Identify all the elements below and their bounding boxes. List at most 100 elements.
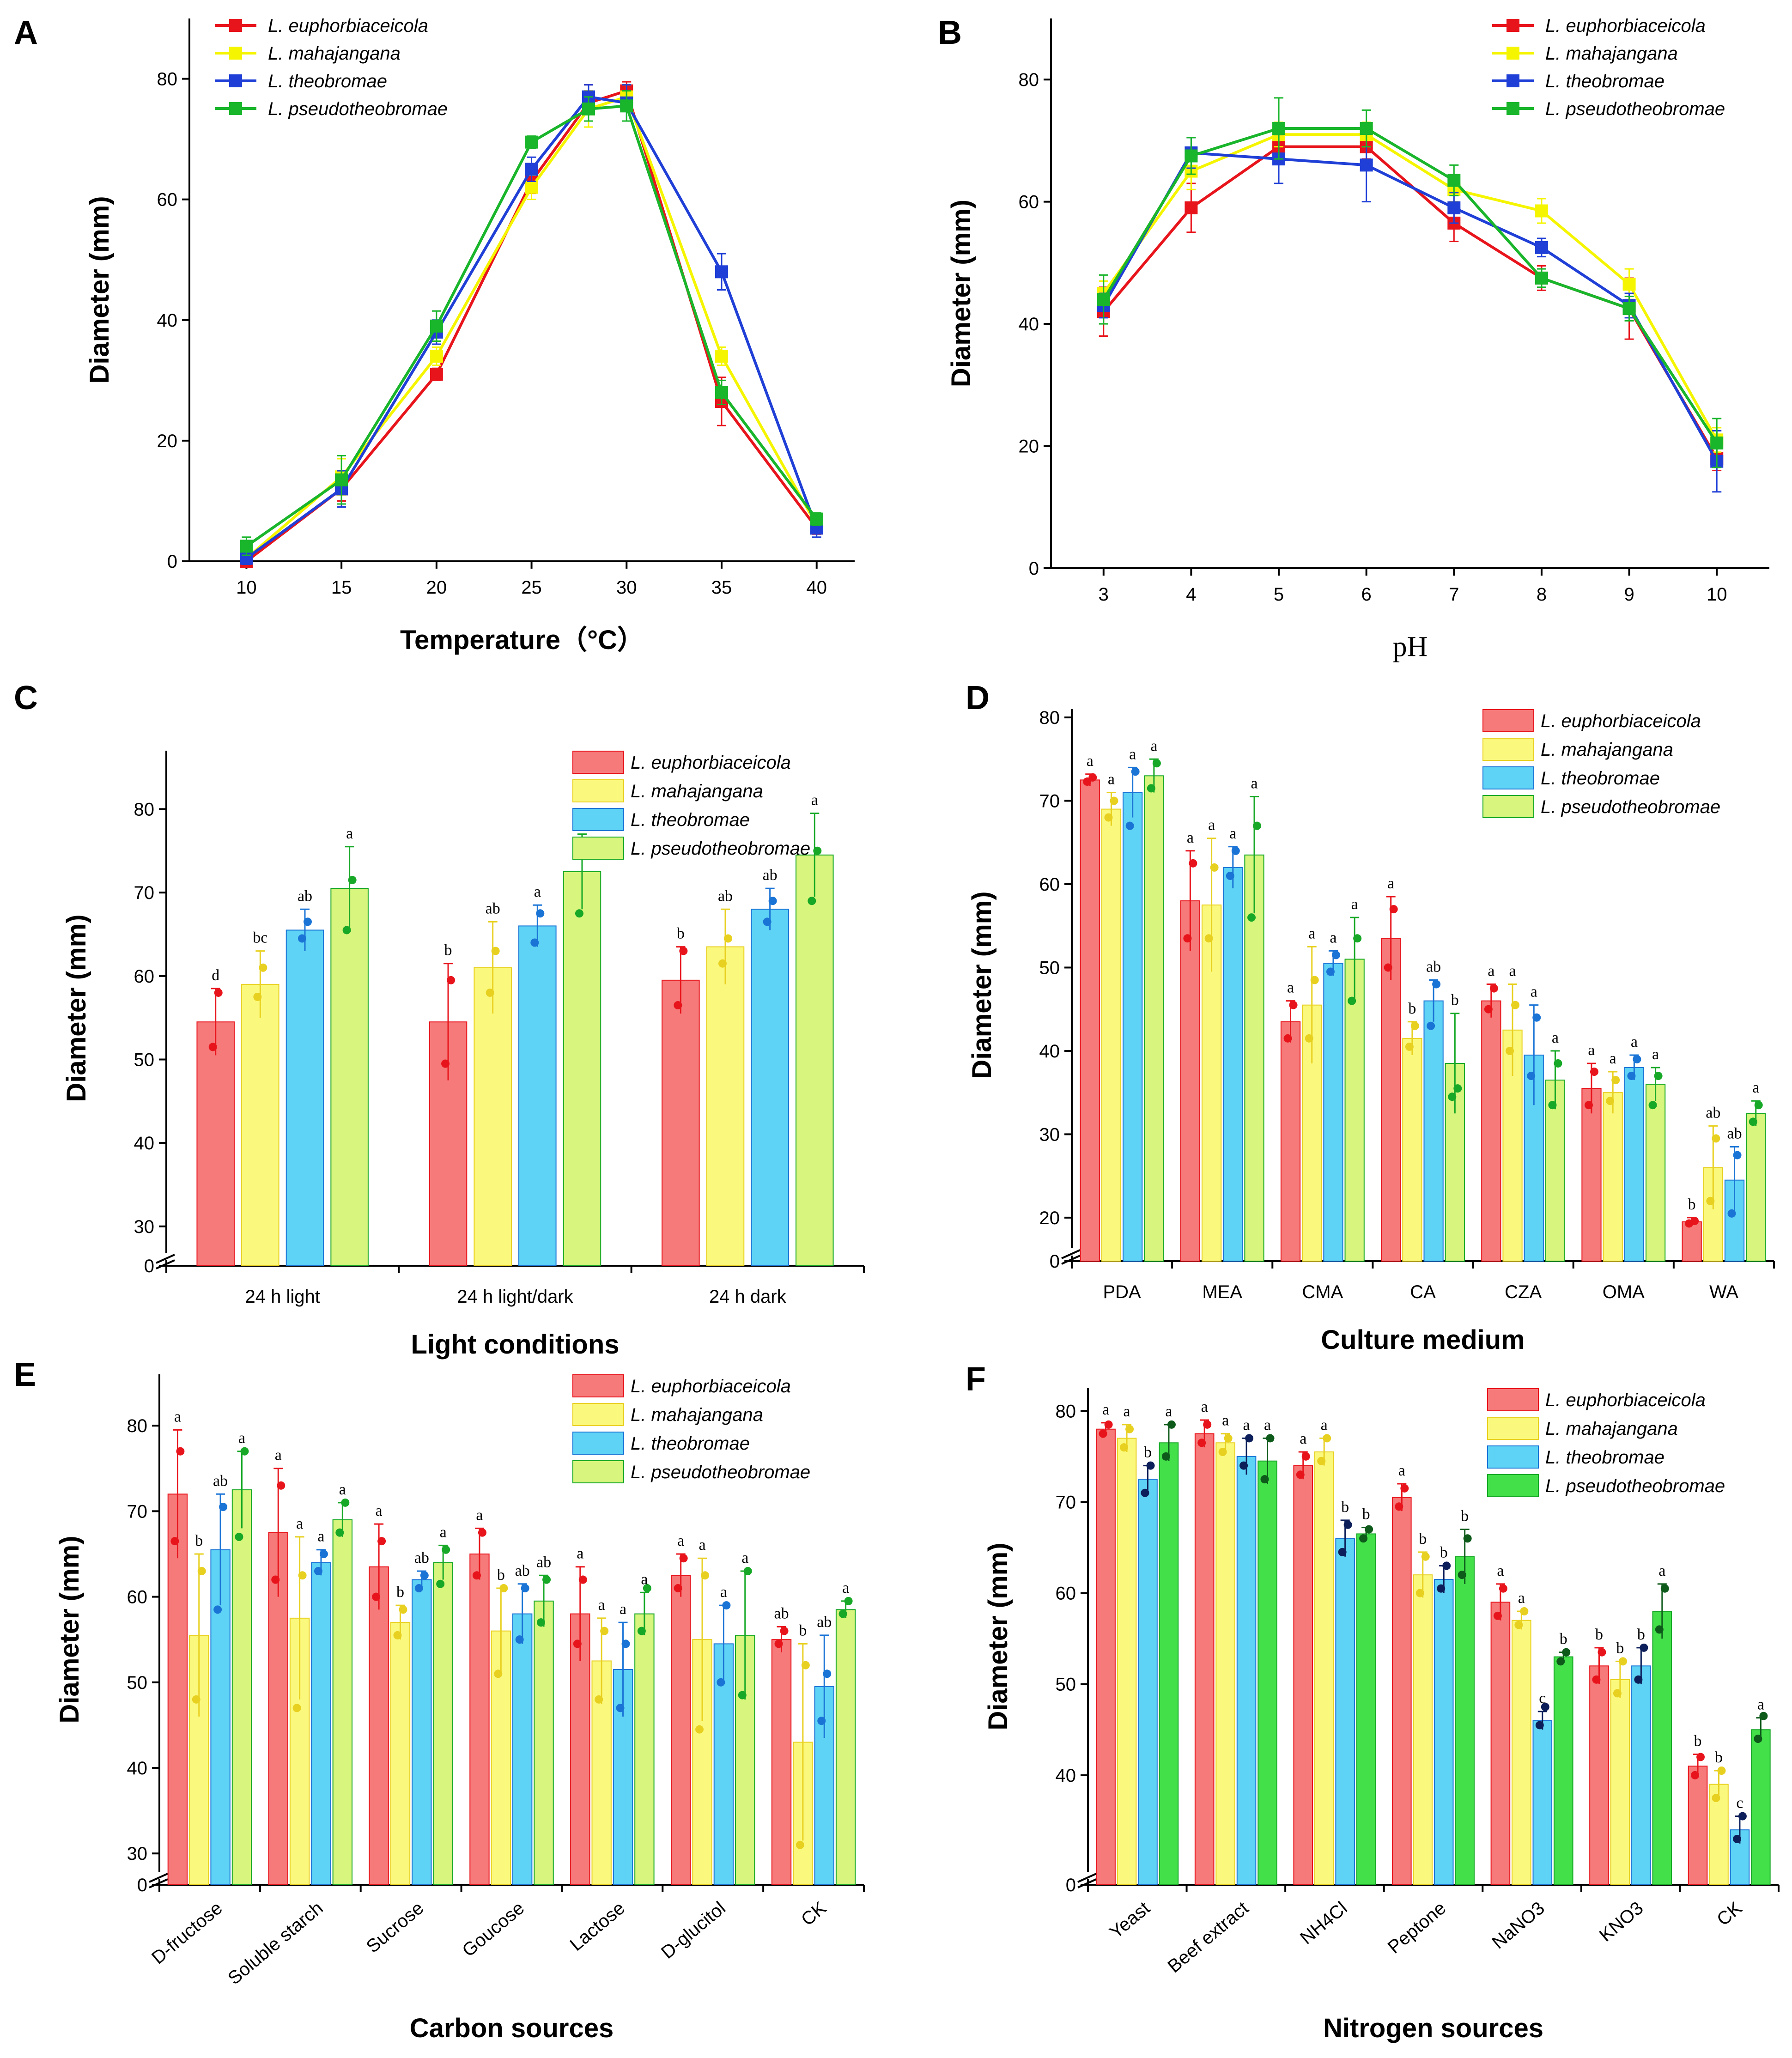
significance-label: a <box>1531 983 1537 1001</box>
replicate-point <box>1365 1525 1373 1534</box>
significance-label: a <box>1497 1562 1504 1579</box>
replicate-point <box>1556 1657 1565 1666</box>
replicate-point <box>1389 905 1398 914</box>
replicate-point <box>1484 1005 1493 1014</box>
y-tick-label: 40 <box>1056 1766 1076 1786</box>
x-axis-title: Light conditions <box>411 1330 619 1360</box>
bar <box>1610 1679 1630 1886</box>
x-tick-label: OMA <box>1603 1282 1645 1302</box>
axis-break-mark <box>1061 1249 1081 1259</box>
replicate-point <box>1231 846 1240 855</box>
replicate-point <box>801 1661 810 1669</box>
replicate-point <box>1152 759 1161 768</box>
legend-swatch <box>1487 1417 1539 1440</box>
replicate-point <box>1395 1502 1403 1511</box>
x-tick-label: 24 h light <box>245 1287 320 1307</box>
y-tick-label: 20 <box>1019 437 1039 457</box>
significance-label: b <box>1637 1626 1645 1643</box>
y-tick-label: 40 <box>1019 314 1039 334</box>
replicate-point <box>1706 1196 1715 1205</box>
bar <box>231 1489 252 1885</box>
legend-label: L. theobromae <box>631 1433 750 1454</box>
replicate-point <box>838 1609 847 1618</box>
bar <box>412 1579 432 1885</box>
replicate-point <box>1224 1434 1233 1443</box>
replicate-point <box>695 1725 704 1734</box>
x-tick-label: Goucose <box>458 1898 528 1961</box>
bar <box>1490 1602 1511 1885</box>
bar <box>1392 1497 1412 1886</box>
legend-label: L. theobromae <box>1545 71 1664 91</box>
replicate-point <box>197 1567 206 1575</box>
y-tick-label: 50 <box>134 1050 155 1070</box>
x-axis-title: pH <box>1393 631 1428 662</box>
replicate-point <box>679 1554 688 1563</box>
replicate-point <box>774 1639 783 1648</box>
data-marker <box>430 319 443 333</box>
legend-swatch <box>1487 1474 1539 1497</box>
replicate-point <box>1131 767 1140 776</box>
replicate-point <box>1245 1434 1254 1443</box>
bar <box>1144 775 1164 1262</box>
replicate-point <box>1125 1425 1134 1433</box>
replicate-point <box>1305 1034 1313 1043</box>
bar <box>1746 1113 1766 1262</box>
replicate-point <box>1167 1420 1176 1429</box>
replicate-point <box>1218 1448 1227 1456</box>
data-marker <box>240 540 253 553</box>
bar <box>332 1519 353 1886</box>
replicate-point <box>1606 1097 1615 1105</box>
replicate-point <box>1554 1059 1562 1068</box>
replicate-point <box>377 1537 386 1546</box>
significance-label: a <box>720 1584 727 1601</box>
legend-marker <box>229 74 242 87</box>
replicate-point <box>1696 1753 1705 1761</box>
significance-label: ab <box>1706 1104 1720 1121</box>
legend-label: L. mahajangana <box>631 1405 763 1425</box>
legend-swatch <box>1487 1445 1539 1469</box>
replicate-point <box>573 1639 582 1648</box>
replicate-point <box>679 947 688 955</box>
significance-label: a <box>1243 1416 1250 1433</box>
significance-label: a <box>1588 1042 1595 1059</box>
replicate-point <box>235 1532 243 1541</box>
replicate-point <box>1437 1584 1446 1593</box>
legend-label: L. pseudotheobromae <box>268 99 448 119</box>
data-marker <box>430 350 443 363</box>
bar <box>189 1634 209 1886</box>
legend-label: L. mahajangana <box>1545 1419 1678 1439</box>
replicate-point <box>738 1691 747 1700</box>
data-marker <box>715 386 728 399</box>
data-marker <box>1272 122 1286 135</box>
replicate-point <box>1104 813 1113 822</box>
x-tick-label: Lactose <box>566 1898 629 1955</box>
replicate-point <box>342 926 351 935</box>
significance-label: a <box>238 1430 245 1447</box>
replicate-point <box>292 1704 301 1712</box>
replicate-point <box>1732 1834 1741 1843</box>
significance-label: b <box>1440 1544 1448 1561</box>
bar <box>1280 1021 1301 1262</box>
replicate-point <box>1590 1068 1598 1076</box>
significance-label: ab <box>1727 1125 1742 1142</box>
y-tick-label: 30 <box>127 1844 148 1864</box>
x-tick-label: 9 <box>1624 584 1634 605</box>
significance-label: a <box>1264 1416 1271 1433</box>
y-tick-label: 50 <box>1039 958 1060 978</box>
series-line-1 <box>1102 133 1718 441</box>
bar <box>1751 1729 1771 1885</box>
replicate-point <box>259 963 267 972</box>
data-marker <box>1710 436 1724 449</box>
replicate-point <box>1584 1101 1593 1110</box>
significance-label: ab <box>298 887 312 905</box>
replicate-point <box>1289 1001 1298 1009</box>
replicate-point <box>1493 1611 1502 1620</box>
bar <box>1356 1533 1376 1885</box>
significance-label: a <box>317 1528 324 1545</box>
bar <box>1180 900 1201 1262</box>
replicate-point <box>393 1631 402 1639</box>
bar <box>1101 808 1122 1262</box>
significance-label: b <box>1144 1444 1152 1461</box>
replicate-point <box>414 1584 423 1593</box>
